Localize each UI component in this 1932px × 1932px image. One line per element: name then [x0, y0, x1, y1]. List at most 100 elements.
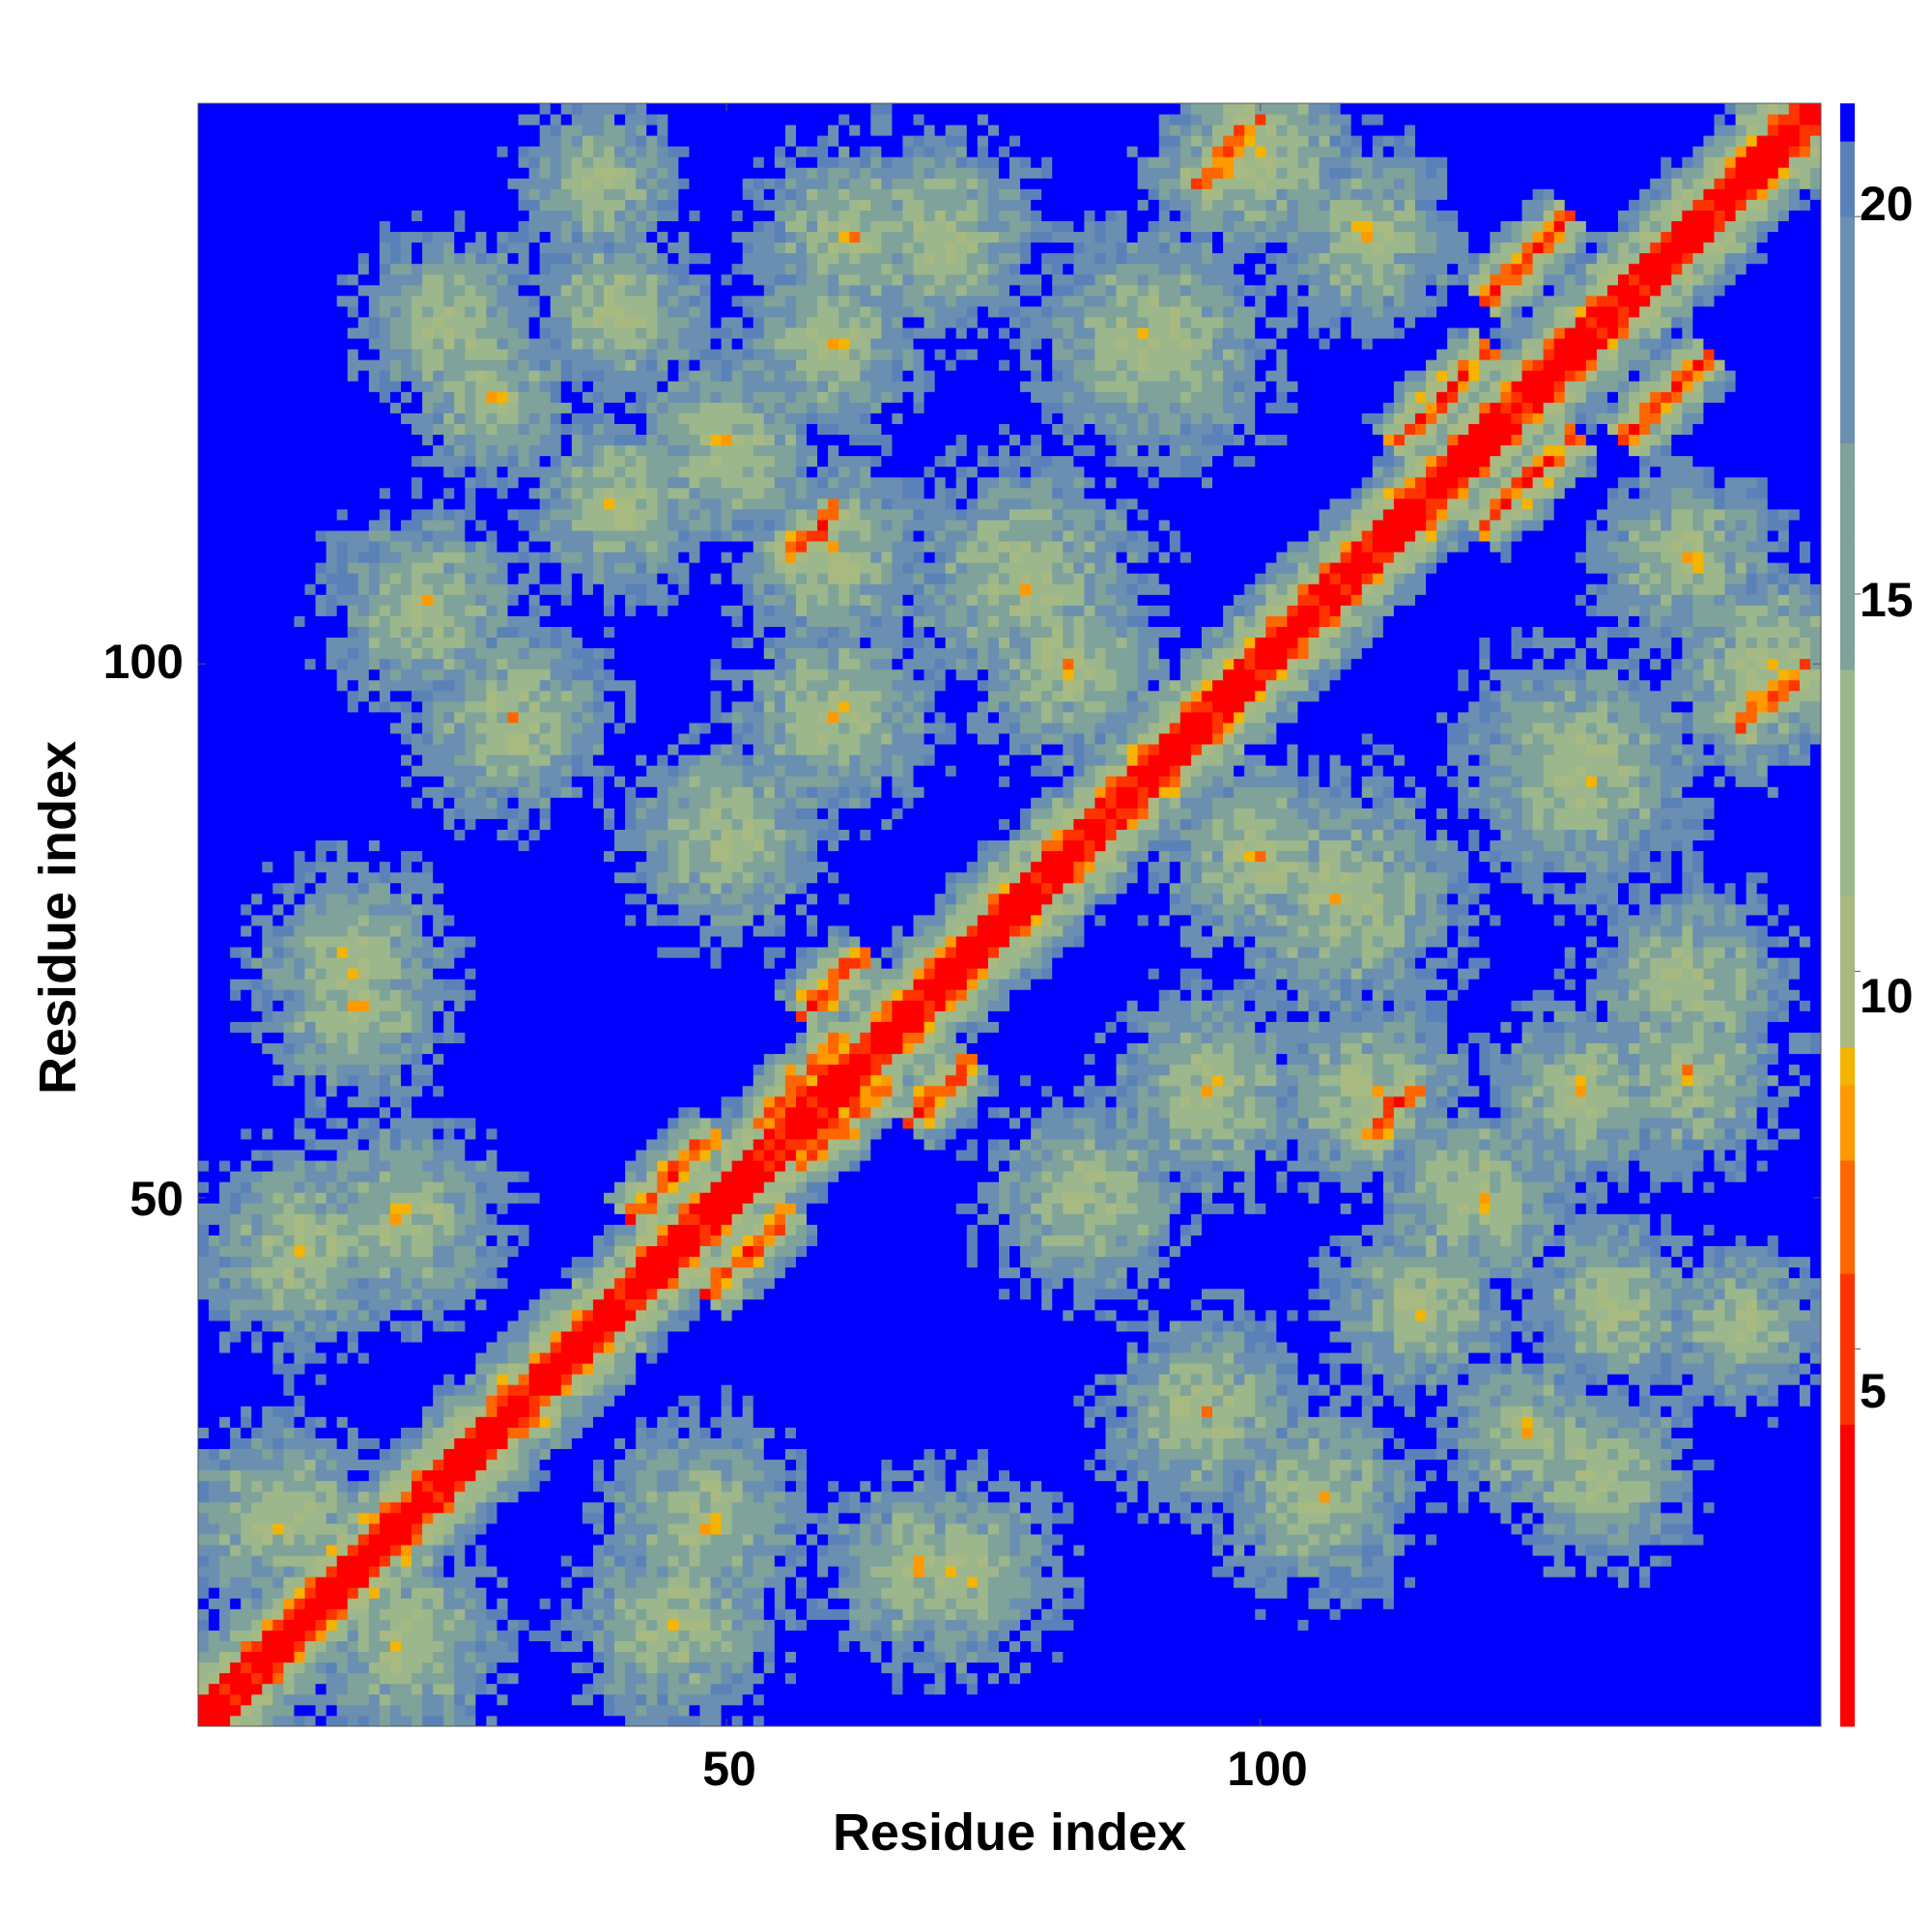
heatmap-cell-row-49-run-0 [198, 1203, 231, 1214]
heatmap-cell-row-4-run-6 [283, 1683, 295, 1695]
heatmap-cell-row-50-run-1 [219, 1192, 231, 1204]
heatmap-cell-row-25-run-9 [422, 1459, 434, 1471]
heatmap-cell-row-60-run-58 [1532, 1085, 1545, 1097]
heatmap-cell-row-14-run-2 [219, 1577, 231, 1588]
heatmap-cell-row-55-run-67 [1436, 1139, 1448, 1151]
heatmap-cell-row-28-run-26 [678, 1427, 690, 1438]
heatmap-cell-row-62-run-52 [1575, 1064, 1587, 1076]
heatmap-cell-row-22-run-24 [646, 1491, 658, 1503]
heatmap-cell-row-65-run-17 [817, 1032, 829, 1044]
heatmap-cell-row-68-run-1 [251, 1000, 263, 1011]
heatmap-cell-row-45-run-24 [614, 1245, 626, 1258]
heatmap-cell-row-57-run-43 [1105, 1118, 1117, 1129]
heatmap-cell-row-53-run-51 [1212, 1160, 1224, 1172]
heatmap-cell-row-32-run-37 [1382, 1384, 1395, 1396]
heatmap-cell-row-15-run-16 [433, 1566, 444, 1577]
heatmap-cell-row-47-run-10 [315, 1224, 327, 1236]
heatmap-cell-row-52-run-30 [1052, 1171, 1064, 1182]
heatmap-cell-row-8-run-38 [838, 1640, 850, 1653]
heatmap-cell-row-52-run-9 [443, 1171, 466, 1182]
heatmap-cell-row-21-run-2 [241, 1501, 252, 1514]
heatmap-cell-row-51-run-15 [475, 1181, 487, 1193]
heatmap-cell-row-71-run-53 [1596, 968, 1619, 980]
heatmap-cell-row-73-run-74 [1746, 947, 1758, 958]
heatmap-cell-row-61-run-50 [1319, 1074, 1342, 1087]
heatmap-cell-row-67-run-26 [966, 1010, 989, 1022]
heatmap-cell-row-26-run-14 [412, 1448, 444, 1461]
heatmap-cell-row-19-run-57 [1308, 1523, 1342, 1535]
heatmap-cell-row-66-run-21 [955, 1021, 968, 1033]
heatmap-cell-row-10-run-29 [636, 1619, 647, 1631]
heatmap-cell-row-60-run-22 [913, 1085, 924, 1097]
heatmap-cell-row-19-run-12 [422, 1523, 444, 1535]
heatmap-cell-row-14-run-7 [304, 1577, 316, 1588]
heatmap-cell-row-75-run-4 [272, 925, 295, 937]
heatmap-cell-row-12-run-47 [913, 1598, 924, 1609]
heatmap-cell-row-10-run-22 [507, 1619, 519, 1631]
heatmap-cell-row-54-run-3 [272, 1150, 305, 1161]
heatmap-cell-row-46-run-58 [1329, 1235, 1342, 1247]
heatmap-cell-row-14-run-50 [1382, 1577, 1395, 1588]
heatmap-cell-row-45-run-56 [1393, 1245, 1427, 1258]
heatmap-cell-row-22-run-21 [614, 1491, 626, 1503]
heatmap-cell-row-13-run-17 [454, 1587, 466, 1599]
heatmap-cell-row-48-run-27 [731, 1213, 744, 1225]
heatmap-cell-row-26-run-32 [795, 1448, 808, 1461]
heatmap-cell-row-43-run-57 [1746, 1266, 1758, 1279]
heatmap-cell-row-5-run-12 [454, 1672, 476, 1685]
heatmap-cell-row-6-run-19 [454, 1662, 476, 1674]
heatmap-cell-row-2-run-12 [443, 1704, 455, 1717]
heatmap-cell-row-36-run-41 [1426, 1342, 1437, 1353]
heatmap-cell-row-42-run-34 [721, 1277, 733, 1290]
heatmap-cell-row-70-run-20 [838, 979, 861, 990]
heatmap-cell-row-60-run-65 [1650, 1085, 1662, 1097]
heatmap-cell-row-57-run-8 [379, 1118, 391, 1129]
heatmap-cell-row-12-run-28 [636, 1598, 668, 1609]
heatmap-cell-row-55-run-85 [1735, 1139, 1747, 1151]
heatmap-cell-row-45-run-71 [1671, 1245, 1683, 1258]
heatmap-cell-row-52-run-16 [657, 1171, 668, 1182]
heatmap-cell-row-39-run-44 [1297, 1309, 1309, 1321]
heatmap-cell-row-55-run-26 [807, 1139, 818, 1151]
heatmap-cell-row-38-run-51 [1500, 1321, 1512, 1332]
heatmap-cell-row-72-run-10 [401, 957, 412, 969]
heatmap-cell-row-41-run-21 [689, 1288, 700, 1300]
heatmap-cell-row-33-run-22 [1116, 1374, 1127, 1385]
heatmap-cell-row-58-run-60 [1500, 1106, 1512, 1119]
heatmap-cell-row-48-run-33 [977, 1213, 1000, 1225]
heatmap-cell-row-4-run-16 [433, 1683, 455, 1695]
heatmap-cell-row-28-run-51 [1382, 1427, 1395, 1438]
heatmap-cell-row-36-run-2 [230, 1342, 252, 1353]
heatmap-cell-row-51-run-49 [1308, 1181, 1320, 1193]
heatmap-cell-row-13-run-48 [1255, 1587, 1288, 1599]
heatmap-cell-row-24-run-53 [1287, 1469, 1298, 1482]
heatmap-cell-row-34-run-4 [497, 1363, 508, 1375]
heatmap-cell-row-73-run-50 [1297, 947, 1320, 958]
heatmap-cell-row-38-run-54 [1532, 1321, 1545, 1332]
heatmap-cell-row-42-run-16 [401, 1277, 412, 1290]
heatmap-cell-row-71-run-51 [1553, 968, 1566, 980]
heatmap-cell-row-23-run-48 [977, 1480, 989, 1492]
heatmap-cell-row-50-run-9 [315, 1192, 327, 1204]
heatmap-cell-row-31-run-40 [1372, 1395, 1384, 1406]
heatmap-cell-row-23-run-67 [1393, 1480, 1406, 1492]
heatmap-cell-row-17-run-4 [262, 1545, 327, 1556]
heatmap-cell-row-35-run-20 [1126, 1352, 1139, 1364]
heatmap-cell-row-30-run-16 [582, 1406, 605, 1417]
heatmap-cell-row-49-run-19 [614, 1203, 626, 1214]
heatmap-cell-row-9-run-42 [987, 1630, 1000, 1641]
heatmap-cell-row-10-run-27 [592, 1619, 605, 1631]
heatmap-cell-row-69-run-17 [412, 989, 466, 1001]
heatmap-cell-row-8-run-30 [678, 1640, 690, 1653]
heatmap-cell-row-12-run-6 [272, 1598, 284, 1609]
heatmap-cell-row-42-run-2 [219, 1277, 231, 1290]
heatmap-cell-row-44-run-8 [433, 1256, 455, 1268]
heatmap-cell-row-40-run-35 [1094, 1298, 1139, 1311]
heatmap-cell-row-43-run-52 [1682, 1266, 1693, 1279]
heatmap-cell-row-58-run-41 [1137, 1106, 1150, 1119]
heatmap-cell-row-25-run-31 [913, 1459, 936, 1471]
heatmap-cell-row-54-run-21 [731, 1150, 744, 1161]
heatmap-cell-row-68-run-34 [1126, 1000, 1139, 1011]
heatmap-cell-row-53-run-68 [1553, 1160, 1566, 1172]
heatmap-cell-row-37-run-30 [1244, 1331, 1277, 1343]
